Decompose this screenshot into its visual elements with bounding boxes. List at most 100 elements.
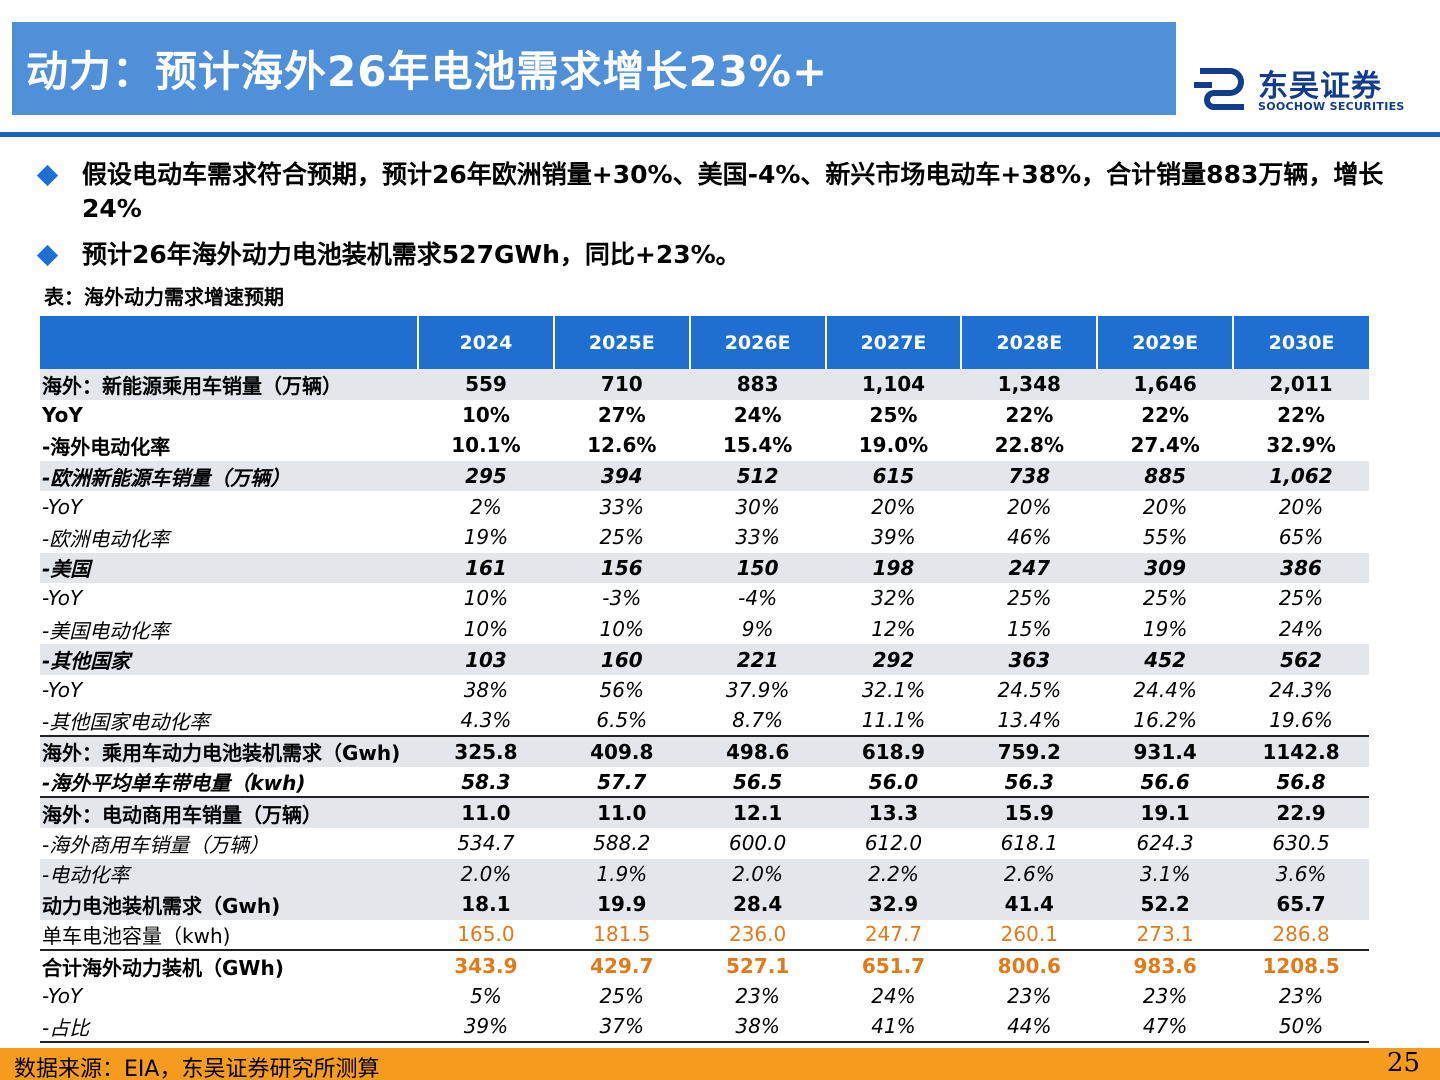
table-cell: 247	[961, 552, 1098, 584]
table-cell: 16.2%	[1133, 708, 1197, 733]
table-cell: 13.3	[825, 796, 962, 828]
table-cell: 10%	[462, 402, 510, 427]
table-cell: 309	[1097, 552, 1234, 584]
table-cell: 1,646	[1097, 369, 1234, 400]
column-header: 2028E	[961, 316, 1099, 369]
table-cell: 710	[553, 369, 690, 400]
table-cell: 3.6%	[1233, 858, 1369, 890]
table-cell: 527.1	[689, 949, 826, 981]
table-cell: 46%	[1007, 525, 1052, 550]
table-cell: 1,348	[961, 369, 1098, 400]
table-cell: 32.1%	[861, 678, 926, 703]
table-cell: 600.0	[728, 831, 787, 856]
footer-bar: 数据来源：EIA，东吴证券研究所测算 25	[0, 1048, 1440, 1080]
header-rule	[0, 132, 1440, 137]
row-label: YoY	[42, 402, 83, 427]
table-cell: 161	[418, 552, 554, 584]
table-cell: 65%	[1278, 525, 1324, 550]
table-cell: 10%	[463, 617, 509, 642]
table-cell: 429.7	[553, 949, 690, 981]
table-cell: 23%	[1142, 984, 1188, 1009]
table-header-corner	[40, 316, 420, 369]
table-cell: 409.8	[553, 735, 690, 767]
table-cell: 25%	[1007, 586, 1052, 611]
table-cell: 273.1	[1136, 922, 1194, 947]
table-row: 动力电池装机需求（Gwh) 18.1 19.9 28.4 32.9 41.4 52.2 65.…	[40, 889, 1369, 920]
table-cell: 24%	[733, 402, 782, 427]
table-cell: 165.0	[457, 922, 515, 947]
row-label: -电动化率	[40, 858, 419, 890]
forecast-table: 2024 2025E 2026E 2027E 2028E 2029E 2030E…	[40, 316, 1369, 1044]
table-cell: 6.5%	[596, 708, 648, 733]
table-cell: 1142.8	[1233, 735, 1369, 767]
table-cell: 56%	[599, 678, 644, 703]
table-cell: 39%	[871, 525, 916, 550]
diamond-bullet-icon	[36, 244, 59, 267]
table-cell: 562	[1233, 644, 1369, 675]
table-cell: 25%	[1278, 586, 1324, 611]
row-label: -海外商用车销量（万辆）	[42, 832, 270, 857]
table-cell: 1,104	[825, 369, 962, 400]
table-cell: 386	[1233, 552, 1369, 584]
row-label: -占比	[40, 1011, 419, 1044]
table-cell: 615	[825, 460, 962, 492]
table-cell: 32.9	[825, 889, 962, 920]
table-row: -占比 39% 37% 38% 41% 44% 47% 50%	[40, 1011, 1369, 1044]
table-header-row: 2024 2025E 2026E 2027E 2028E 2029E 2030E	[40, 316, 1369, 369]
table-row: 单车电池容量（kwh) 165.0 181.5 236.0 247.7 260.1 273.…	[40, 920, 1369, 951]
table-cell: 56.3	[1004, 769, 1054, 794]
table-cell: 181.5	[593, 922, 651, 947]
table-cell: 25%	[869, 402, 918, 427]
table-cell: 23%	[735, 984, 780, 1009]
table-cell: 25%	[1142, 586, 1188, 611]
table-cell: 325.8	[418, 735, 554, 767]
table-cell: -4%	[738, 586, 778, 611]
table-cell: 10%	[599, 617, 644, 642]
column-header: 2024	[418, 316, 555, 369]
slide-title: 动力：预计海外26年电池需求增长23%+	[26, 47, 829, 96]
table-cell: 2,011	[1233, 369, 1369, 400]
row-label: -其他国家电动化率	[42, 709, 210, 734]
table-cell: 50%	[1233, 1011, 1369, 1044]
column-header: 2027E	[825, 316, 963, 369]
table-cell: 618.9	[825, 735, 962, 767]
table-cell: -3%	[602, 586, 642, 611]
table-cell: 56.0	[868, 769, 919, 794]
table-cell: 160	[553, 644, 690, 675]
table-cell: 363	[961, 644, 1098, 675]
row-label: -YoY	[42, 984, 83, 1009]
table-cell: 651.7	[825, 949, 962, 981]
table-cell: 22%	[1005, 402, 1054, 427]
table-row: 海外：新能源乘用车销量（万辆） 559 710 883 1,104 1,348 1,646 2…	[40, 369, 1369, 400]
table-cell: 630.5	[1272, 831, 1330, 856]
table-cell: 559	[418, 369, 554, 400]
table-cell: 23%	[1007, 984, 1052, 1009]
table-cell: 247.7	[864, 922, 923, 947]
table-row: 海外：电动商用车销量（万辆） 11.0 11.0 12.1 13.3 15.9 19.1 22…	[40, 796, 1369, 828]
table-cell: 52.2	[1097, 889, 1234, 920]
table-cell: 1.9%	[553, 858, 690, 890]
table-row: -海外电动化率 10.1% 12.6% 15.4% 19.0% 22.8% 27.4% 32.…	[40, 430, 1369, 461]
row-label: 海外：新能源乘用车销量（万辆）	[40, 369, 419, 400]
row-label: -美国电动化率	[42, 618, 170, 643]
table-cell: 33%	[599, 494, 644, 519]
table-cell: 800.6	[961, 949, 1098, 981]
table-cell: 65.7	[1233, 889, 1369, 920]
row-label: -海外平均单车带电量（kwh)	[42, 771, 306, 796]
table-row: -海外平均单车带电量（kwh) 58.3 57.7 56.5 56.0 56.3 56.6 5…	[40, 767, 1369, 798]
table-cell: 1,062	[1233, 460, 1369, 492]
table-cell: 343.9	[418, 949, 554, 981]
title-bar: 动力：预计海外26年电池需求增长23%+	[12, 22, 1176, 115]
table-cell: 588.2	[593, 831, 651, 856]
table-cell: 3.1%	[1097, 858, 1234, 890]
table-cell: 44%	[961, 1011, 1098, 1044]
table-row: -其他国家 103 160 221 292 363 452 562	[40, 644, 1369, 675]
table-cell: 12.1	[689, 796, 826, 828]
table-cell: 4.3%	[460, 708, 512, 733]
table-cell: 25%	[599, 525, 644, 550]
table-cell: 931.4	[1097, 735, 1234, 767]
table-cell: 20%	[1278, 494, 1324, 519]
table-cell: 738	[961, 460, 1098, 492]
table-cell: 983.6	[1097, 949, 1234, 981]
table-cell: 19%	[1142, 617, 1188, 642]
